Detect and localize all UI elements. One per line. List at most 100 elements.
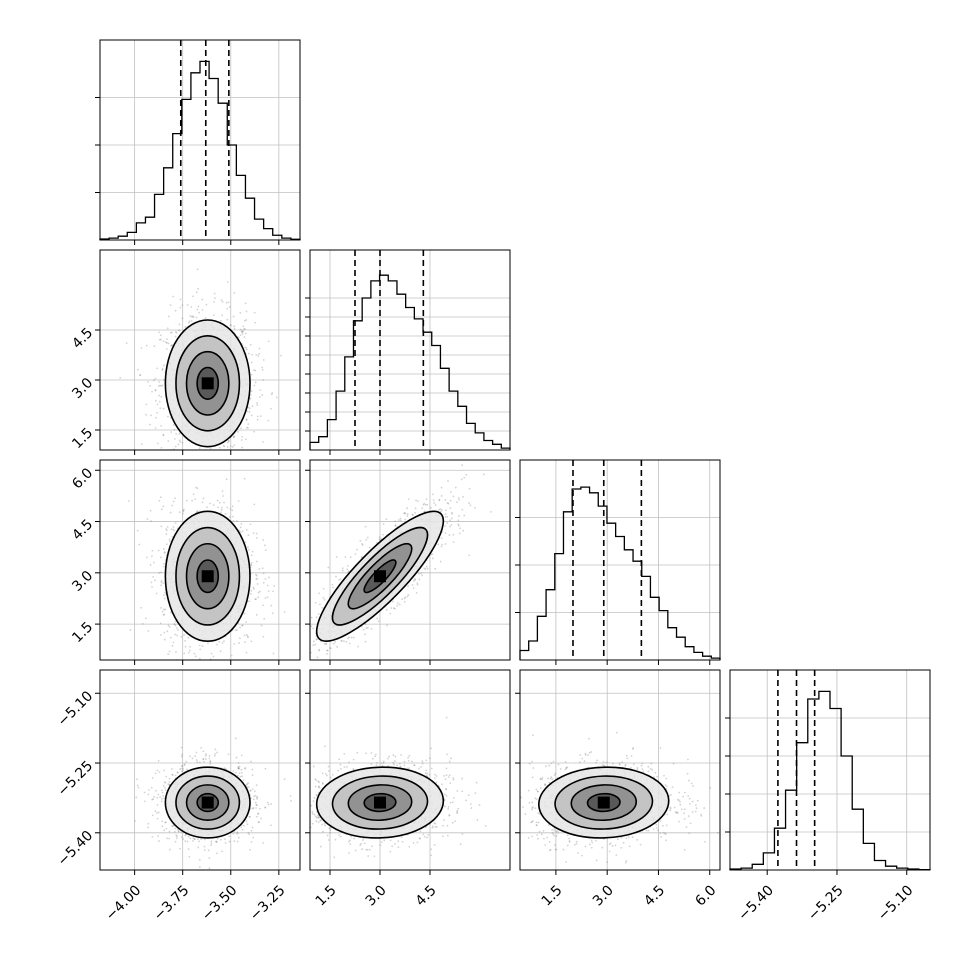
scatter-point xyxy=(242,824,245,827)
scatter-point xyxy=(228,455,230,457)
scatter-point xyxy=(326,649,328,652)
scatter-point xyxy=(159,496,162,499)
scatter-point xyxy=(257,821,260,823)
scatter-point xyxy=(199,457,201,459)
scatter-point xyxy=(424,503,427,506)
scatter-point xyxy=(169,511,172,514)
scatter-point xyxy=(269,407,272,410)
scatter-point xyxy=(218,640,221,643)
scatter-point xyxy=(150,520,153,523)
scatter-point xyxy=(348,636,350,639)
scatter-point xyxy=(322,587,325,590)
scatter-point xyxy=(290,666,292,668)
scatter-point xyxy=(315,638,318,641)
scatter-point xyxy=(249,592,252,595)
contour-line xyxy=(164,510,251,642)
scatter-point xyxy=(375,541,378,544)
scatter-point xyxy=(273,585,276,587)
axes-frame xyxy=(99,39,301,241)
scatter-point xyxy=(316,656,319,659)
scatter-point xyxy=(168,781,171,783)
scatter-point xyxy=(463,514,466,517)
scatter-point xyxy=(399,519,402,522)
scatter-point xyxy=(447,502,450,505)
scatter-point xyxy=(346,568,349,571)
scatter-point xyxy=(449,491,452,493)
scatter-point xyxy=(255,532,258,535)
scatter-point xyxy=(237,430,239,433)
scatter-point xyxy=(348,642,351,645)
scatter-point xyxy=(153,345,156,347)
scatter-point xyxy=(228,515,231,518)
scatter-point xyxy=(200,474,202,476)
scatter-point xyxy=(275,396,278,399)
scatter-point xyxy=(160,607,162,609)
scatter-point xyxy=(200,746,202,749)
scatter-point xyxy=(215,450,217,452)
scatter-point xyxy=(155,416,157,419)
scatter-point xyxy=(455,501,458,504)
scatter-point xyxy=(180,635,183,638)
scatter-point xyxy=(243,328,245,330)
scatter-point xyxy=(238,637,241,640)
scatter-point xyxy=(244,332,247,335)
scatter-point xyxy=(238,772,241,775)
scatter-point xyxy=(242,325,245,328)
scatter-point xyxy=(450,524,453,526)
scatter-point xyxy=(177,443,180,446)
scatter-point xyxy=(240,523,243,525)
scatter-point xyxy=(156,367,159,370)
histogram-step xyxy=(309,274,511,450)
contour-line xyxy=(315,510,445,642)
scatter-point xyxy=(179,306,182,309)
scatter-point xyxy=(223,640,225,643)
scatter-point xyxy=(253,503,256,506)
scatter-point xyxy=(249,397,252,400)
scatter-point xyxy=(193,672,195,674)
scatter-point xyxy=(187,636,190,639)
scatter-point xyxy=(444,516,447,518)
scatter-point xyxy=(378,536,381,539)
scatter-point xyxy=(194,655,197,658)
scatter-point xyxy=(168,830,171,833)
scatter-point xyxy=(264,597,267,599)
scatter-point xyxy=(394,520,397,523)
scatter-point xyxy=(289,795,292,797)
scatter-point xyxy=(360,556,363,558)
scatter-point xyxy=(175,627,178,629)
scatter-point xyxy=(324,643,327,646)
scatter-point xyxy=(189,645,191,648)
scatter-point xyxy=(251,405,254,408)
scatter-point xyxy=(441,543,443,546)
scatter-point xyxy=(284,680,286,682)
scatter-point xyxy=(349,556,352,559)
scatter-point xyxy=(163,551,166,553)
scatter-point xyxy=(190,319,193,322)
scatter-point xyxy=(156,803,159,806)
scatter-point xyxy=(229,324,232,327)
scatter-point xyxy=(220,511,222,514)
scatter-point xyxy=(163,565,165,568)
scatter-point xyxy=(233,444,236,447)
scatter-point xyxy=(313,640,315,643)
scatter-point xyxy=(249,816,251,818)
scatter-point xyxy=(169,611,172,614)
scatter-point xyxy=(182,510,185,513)
scatter-point xyxy=(255,598,257,601)
scatter-point xyxy=(336,645,339,648)
scatter-point xyxy=(253,384,256,387)
scatter-point xyxy=(139,374,141,377)
scatter-point xyxy=(225,478,228,481)
scatter-point xyxy=(335,556,338,558)
scatter-point xyxy=(249,760,252,763)
scatter-point xyxy=(244,641,246,644)
scatter-point xyxy=(340,640,343,642)
scatter-point xyxy=(219,474,221,476)
scatter-point xyxy=(215,447,217,449)
scatter-point xyxy=(166,630,169,633)
scatter-point xyxy=(164,608,167,611)
scatter-point xyxy=(161,384,164,387)
scatter-point xyxy=(237,761,240,764)
scatter-point xyxy=(362,628,365,631)
scatter-point xyxy=(270,452,272,454)
